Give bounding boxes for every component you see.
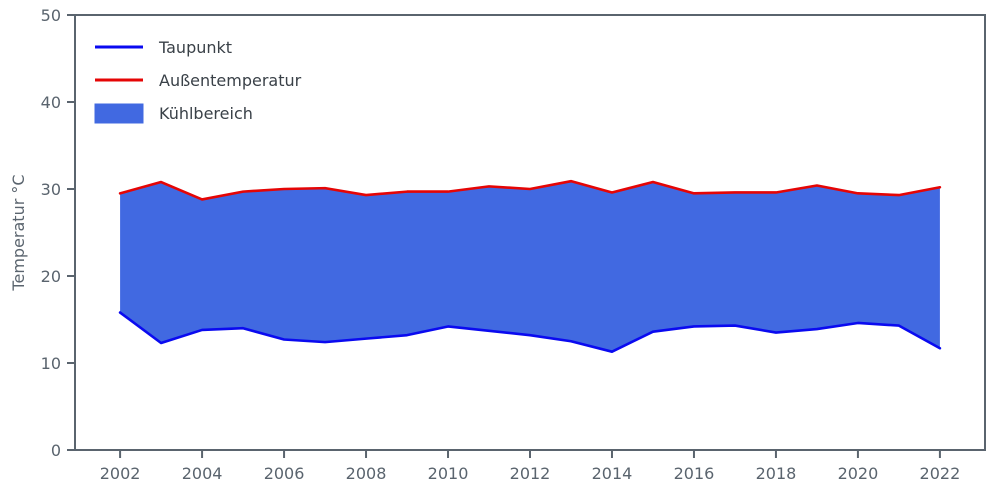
legend-label: Außentemperatur [159,71,302,90]
x-tick-label: 2016 [674,464,715,483]
y-tick-label: 10 [41,354,61,373]
fill-area-kuehlbereich [120,181,940,352]
y-axis-label: Temperatur °C [9,174,28,291]
legend-label: Kühlbereich [159,104,253,123]
series-line-taupunkt [118,311,942,353]
x-tick-label: 2004 [182,464,223,483]
x-tick-label: 2012 [510,464,551,483]
legend-swatch-patch [94,103,144,124]
y-tick-label: 30 [41,180,61,199]
series-line-auentemperatur [118,179,942,201]
y-tick-label: 40 [41,93,61,112]
legend-label: Taupunkt [158,38,232,57]
y-tick-label: 20 [41,267,61,286]
x-tick-label: 2002 [100,464,141,483]
x-tick-label: 2022 [920,464,961,483]
x-tick-label: 2006 [264,464,305,483]
x-tick-label: 2020 [838,464,879,483]
x-tick-label: 2010 [428,464,469,483]
y-tick-label: 0 [51,441,61,460]
y-tick-label: 50 [41,6,61,25]
x-tick-label: 2014 [592,464,633,483]
x-tick-label: 2018 [756,464,797,483]
x-tick-label: 2008 [346,464,387,483]
